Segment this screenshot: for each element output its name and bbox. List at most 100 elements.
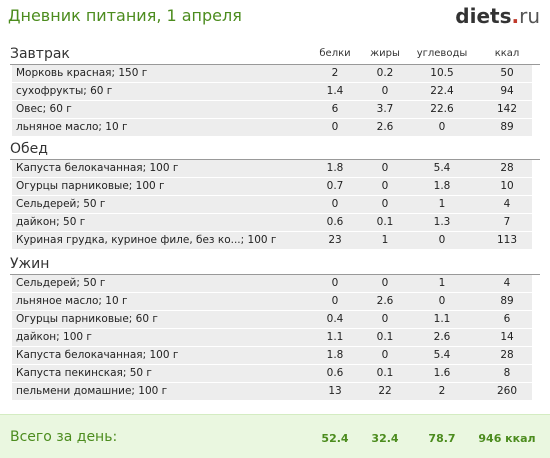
food-name: Огурцы парниковые; 100 г bbox=[16, 180, 165, 192]
section-title-breakfast: Завтрак bbox=[10, 46, 70, 62]
fat-value: 2.6 bbox=[376, 295, 394, 307]
food-name: пельмени домашние; 100 г bbox=[16, 385, 168, 397]
food-name: дайкон; 50 г bbox=[16, 216, 86, 228]
food-name: Огурцы парниковые; 60 г bbox=[16, 313, 158, 325]
carbs-value: 22.6 bbox=[430, 103, 454, 115]
logo-dot: . bbox=[511, 4, 520, 28]
kcal-value: 6 bbox=[503, 313, 511, 325]
protein-value: 0.4 bbox=[326, 313, 344, 325]
page-title: Дневник питания, 1 апреля bbox=[8, 6, 242, 25]
fat-value: 1 bbox=[381, 234, 389, 246]
total-fat: 32.4 bbox=[371, 432, 399, 445]
section-title-dinner: Ужин bbox=[10, 256, 50, 272]
logo-main: diets bbox=[455, 4, 512, 28]
kcal-value: 7 bbox=[503, 216, 511, 228]
fat-value: 0 bbox=[381, 162, 389, 174]
column-header-kcal: ккал bbox=[494, 48, 520, 59]
kcal-value: 28 bbox=[500, 162, 514, 174]
kcal-value: 28 bbox=[500, 349, 514, 361]
protein-value: 1.8 bbox=[326, 162, 344, 174]
section-divider bbox=[10, 274, 540, 275]
table-row: Сельдерей; 50 г 0 0 1 4 bbox=[12, 196, 532, 213]
kcal-value: 4 bbox=[503, 198, 511, 210]
total-protein: 52.4 bbox=[321, 432, 349, 445]
protein-value: 1.1 bbox=[326, 331, 344, 343]
kcal-value: 50 bbox=[500, 67, 514, 79]
fat-value: 2.6 bbox=[376, 121, 394, 133]
site-logo[interactable]: diets.ru bbox=[455, 4, 540, 28]
protein-value: 0 bbox=[331, 277, 339, 289]
carbs-value: 0 bbox=[438, 295, 446, 307]
food-name: сухофрукты; 60 г bbox=[16, 85, 113, 97]
kcal-value: 94 bbox=[500, 85, 514, 97]
carbs-value: 1 bbox=[438, 198, 446, 210]
kcal-value: 89 bbox=[500, 295, 514, 307]
carbs-value: 1.3 bbox=[433, 216, 451, 228]
total-carbs: 78.7 bbox=[428, 432, 456, 445]
fat-value: 0 bbox=[381, 180, 389, 192]
food-name: льняное масло; 10 г bbox=[16, 121, 128, 133]
fat-value: 0 bbox=[381, 313, 389, 325]
fat-value: 0 bbox=[381, 349, 389, 361]
carbs-value: 2 bbox=[438, 385, 446, 397]
food-name: Морковь красная; 150 г bbox=[16, 67, 148, 79]
carbs-value: 1.1 bbox=[433, 313, 451, 325]
protein-value: 1.4 bbox=[326, 85, 344, 97]
daily-total-bar: Всего за день: 52.4 32.4 78.7 946 ккал bbox=[0, 414, 550, 458]
protein-value: 1.8 bbox=[326, 349, 344, 361]
carbs-value: 0 bbox=[438, 234, 446, 246]
carbs-value: 1.6 bbox=[433, 367, 451, 379]
table-row: Куриная грудка, куриное филе, без ко...;… bbox=[12, 232, 532, 249]
section-title-lunch: Обед bbox=[10, 141, 48, 157]
carbs-value: 1.8 bbox=[433, 180, 451, 192]
fat-value: 0 bbox=[381, 85, 389, 97]
protein-value: 0 bbox=[331, 198, 339, 210]
food-name: льняное масло; 10 г bbox=[16, 295, 128, 307]
fat-value: 0 bbox=[381, 277, 389, 289]
protein-value: 6 bbox=[331, 103, 339, 115]
protein-value: 0.6 bbox=[326, 367, 344, 379]
food-name: Сельдерей; 50 г bbox=[16, 198, 106, 210]
table-row: дайкон; 100 г 1.1 0.1 2.6 14 bbox=[12, 329, 532, 346]
food-name: Капуста белокачанная; 100 г bbox=[16, 162, 179, 174]
header: Дневник питания, 1 апреля diets.ru bbox=[0, 0, 550, 34]
protein-value: 0.6 bbox=[326, 216, 344, 228]
fat-value: 0.2 bbox=[376, 67, 394, 79]
table-row: пельмени домашние; 100 г 13 22 2 260 bbox=[12, 383, 532, 400]
food-name: Капуста белокачанная; 100 г bbox=[16, 349, 179, 361]
column-header-carbs: углеводы bbox=[416, 48, 468, 59]
table-row: сухофрукты; 60 г 1.4 0 22.4 94 bbox=[12, 83, 532, 100]
kcal-value: 14 bbox=[500, 331, 514, 343]
fat-value: 0 bbox=[381, 198, 389, 210]
logo-tld: ru bbox=[519, 4, 540, 28]
food-name: Куриная грудка, куриное филе, без ко...;… bbox=[16, 234, 277, 246]
carbs-value: 1 bbox=[438, 277, 446, 289]
kcal-value: 8 bbox=[503, 367, 511, 379]
fat-value: 0.1 bbox=[376, 216, 394, 228]
table-row: Капуста белокачанная; 100 г 1.8 0 5.4 28 bbox=[12, 160, 532, 177]
table-row: Капуста белокачанная; 100 г 1.8 0 5.4 28 bbox=[12, 347, 532, 364]
fat-value: 0.1 bbox=[376, 367, 394, 379]
fat-value: 0.1 bbox=[376, 331, 394, 343]
kcal-value: 89 bbox=[500, 121, 514, 133]
protein-value: 23 bbox=[328, 234, 342, 246]
protein-value: 0.7 bbox=[326, 180, 344, 192]
carbs-value: 0 bbox=[438, 121, 446, 133]
table-row: льняное масло; 10 г 0 2.6 0 89 bbox=[12, 293, 532, 310]
protein-value: 0 bbox=[331, 295, 339, 307]
kcal-value: 142 bbox=[496, 103, 518, 115]
table-row: Сельдерей; 50 г 0 0 1 4 bbox=[12, 275, 532, 292]
protein-value: 2 bbox=[331, 67, 339, 79]
kcal-value: 260 bbox=[496, 385, 518, 397]
carbs-value: 22.4 bbox=[430, 85, 454, 97]
food-name: Овес; 60 г bbox=[16, 103, 72, 115]
carbs-value: 2.6 bbox=[433, 331, 451, 343]
table-row: дайкон; 50 г 0.6 0.1 1.3 7 bbox=[12, 214, 532, 231]
table-row: Огурцы парниковые; 100 г 0.7 0 1.8 10 bbox=[12, 178, 532, 195]
table-row: Огурцы парниковые; 60 г 0.4 0 1.1 6 bbox=[12, 311, 532, 328]
carbs-value: 10.5 bbox=[430, 67, 454, 79]
carbs-value: 5.4 bbox=[433, 162, 451, 174]
column-header-protein: белки bbox=[319, 48, 351, 59]
food-name: дайкон; 100 г bbox=[16, 331, 92, 343]
protein-value: 0 bbox=[331, 121, 339, 133]
